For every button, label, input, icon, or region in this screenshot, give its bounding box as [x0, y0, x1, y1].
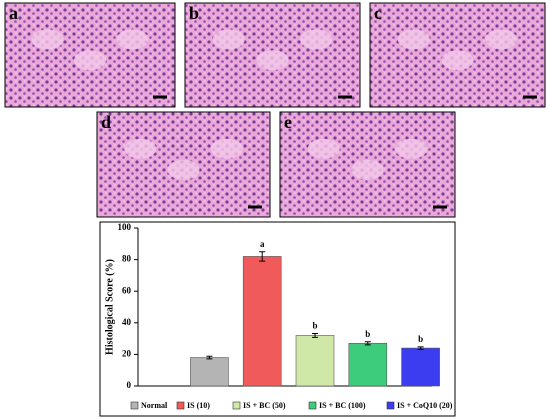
significance-label: b — [418, 334, 423, 344]
panel-label: a — [9, 3, 18, 23]
error-bar — [364, 341, 371, 346]
y-tick-label: 20 — [122, 348, 132, 358]
significance-label: b — [312, 321, 317, 331]
tissue-lumen — [397, 29, 430, 50]
panel-label: b — [189, 3, 199, 23]
y-axis-label: Histological Score (%) — [104, 259, 115, 355]
tissue-lumen — [441, 50, 474, 71]
y-tick-label: 100 — [118, 222, 132, 232]
y-tick-label: 80 — [122, 254, 132, 264]
panel-label: c — [374, 3, 382, 23]
legend-swatch — [130, 401, 139, 410]
y-tick-label: 60 — [122, 285, 132, 295]
bar — [348, 343, 388, 387]
bar — [401, 347, 440, 387]
tissue-lumen — [167, 159, 200, 180]
legend-label: IS + BC (100) — [319, 401, 366, 410]
significance-label: a — [260, 239, 265, 249]
error-bar — [259, 251, 266, 262]
bar — [295, 335, 335, 387]
tissue-lumen — [300, 29, 333, 50]
tissue-lumen — [485, 29, 518, 50]
legend-label: Normal — [141, 401, 168, 410]
error-bar — [312, 333, 318, 338]
bar — [242, 256, 282, 387]
tissue-lumen — [212, 29, 245, 50]
significance-label: b — [365, 329, 370, 339]
legend-swatch — [232, 401, 241, 410]
legend-swatch — [308, 401, 317, 410]
tissue-lumen — [124, 138, 157, 159]
legend-swatch — [176, 401, 185, 410]
panel-label: e — [284, 112, 292, 132]
bar — [190, 357, 229, 387]
tissue-lumen — [351, 159, 384, 180]
tissue-lumen — [256, 50, 289, 71]
tissue-lumen — [307, 138, 340, 159]
tissue-lumen — [395, 138, 428, 159]
y-tick-label: 40 — [122, 317, 132, 327]
error-bar — [206, 355, 213, 360]
tissue-lumen — [74, 50, 106, 71]
tissue-lumen — [116, 29, 149, 50]
tissue-lumen — [31, 29, 64, 50]
tissue-lumen — [210, 138, 243, 159]
legend-label: IS + BC (50) — [243, 401, 286, 410]
legend-label: IS (10) — [187, 401, 210, 410]
panel-label: d — [101, 112, 111, 132]
error-bar — [417, 346, 424, 350]
legend-label: IS + CoQ10 (20) — [397, 401, 453, 410]
legend-swatch — [386, 401, 395, 410]
y-tick-label: 0 — [127, 380, 132, 390]
